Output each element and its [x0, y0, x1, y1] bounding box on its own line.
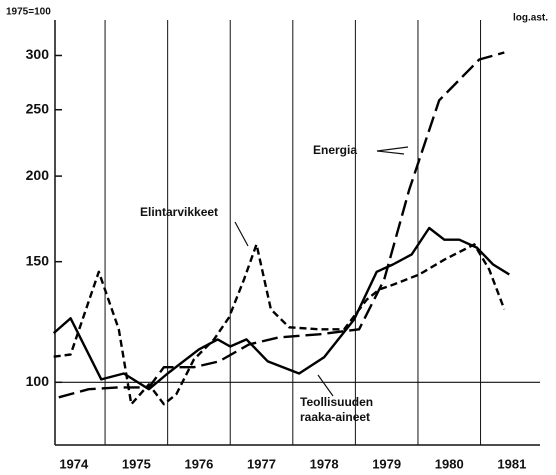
- x-tick-label: 1978: [310, 456, 339, 471]
- y-axis-unit: 1975=100: [6, 7, 51, 18]
- y-tick-label: 200: [26, 167, 50, 183]
- y-tick-label: 250: [26, 100, 50, 116]
- x-tick-label: 1974: [59, 456, 89, 471]
- y-tick-label: 100: [26, 373, 50, 389]
- x-tick-label: 1975: [122, 456, 151, 471]
- line-series: [52, 226, 510, 391]
- line-series: [58, 51, 505, 399]
- annotation: Elintarvikkeet: [140, 205, 218, 219]
- annotation: Teollisuuden: [300, 395, 373, 409]
- x-tick-label: 1979: [372, 456, 401, 471]
- leader-line: [317, 374, 334, 397]
- annotation: raaka-aineet: [300, 410, 370, 424]
- x-tick-label: 1981: [497, 456, 526, 471]
- leader-line: [376, 146, 409, 155]
- y-tick-label: 300: [26, 46, 50, 62]
- x-tick-label: 1976: [184, 456, 213, 471]
- y-tick-label: 150: [26, 252, 50, 268]
- line-series: [53, 243, 506, 406]
- x-tick-label: 1977: [247, 456, 276, 471]
- scale-note: log.ast.: [513, 13, 548, 24]
- x-tick-label: 1980: [435, 456, 464, 471]
- leader-lines: [234, 146, 409, 397]
- leader-line: [234, 221, 249, 247]
- annotation: Energia: [313, 143, 357, 157]
